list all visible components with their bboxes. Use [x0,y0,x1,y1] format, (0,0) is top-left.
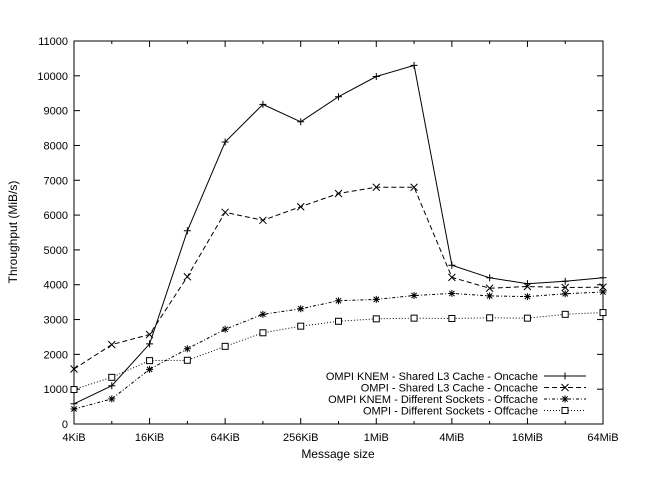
data-point [146,357,154,365]
x-tick-label: 16KiB [135,432,164,444]
data-point [70,386,78,394]
series-layer [70,61,607,413]
data-point [523,314,531,322]
data-point [372,295,380,303]
data-point [221,138,229,146]
y-axis-label: Throughput (MiB/s) [6,181,20,284]
data-point [372,315,380,323]
y-tick-label: 11000 [38,36,68,48]
data-point [599,309,607,317]
data-point [107,340,116,349]
legend-label: OMPI KNEM - Shared L3 Cache - Oncache [326,371,538,383]
data-point [599,274,607,282]
data-point [108,373,116,381]
data-point [561,395,569,403]
data-point [561,372,569,380]
data-point [448,273,456,282]
data-point [335,317,342,325]
y-tick-label: 7000 [44,175,68,187]
data-point [259,216,267,225]
x-axis: 4KiB 16KiB 64KiB 256KiB 1MiB 4MiB 16MiB 64MiB [62,41,619,444]
x-axis-label: Message size [301,447,375,461]
data-point [561,277,569,285]
y-tick-label: 8000 [44,140,68,152]
x-tick-label: 16MiB [512,432,543,444]
data-point [486,314,494,322]
data-point [410,292,418,300]
y-tick-label: 1000 [44,384,68,396]
data-point [410,61,418,69]
y-tick-label: 5000 [44,245,68,257]
y-tick-label: 9000 [44,106,68,118]
data-point [221,325,229,333]
x-tick-label: 256KiB [283,432,318,444]
data-point [108,395,116,403]
y-tick-label: 0 [62,419,68,431]
data-point [410,314,418,322]
data-point [259,329,267,337]
data-point [372,73,380,81]
data-point [335,93,342,101]
x-tick-label: 4KiB [62,432,85,444]
data-point [183,227,191,235]
legend-label: OMPI - Shared L3 Cache - Oncache [361,383,538,395]
series-line [73,64,604,405]
data-point [561,407,569,414]
y-axis: 0 1000 2000 3000 4000 5000 6000 7000 8000 9000 100… [37,36,603,431]
data-point [183,345,191,353]
data-point [259,310,267,318]
data-point [145,330,154,339]
data-point [221,342,229,350]
x-tick-label: 1MiB [364,432,389,444]
data-point [448,261,456,269]
x-tick-label: 4MiB [439,432,464,444]
data-point [146,340,154,348]
series-4 [70,309,607,394]
legend-label: OMPI KNEM - Different Sockets - Offcache [328,394,538,406]
y-tick-label: 2000 [44,349,68,361]
data-point [486,274,494,282]
data-point [523,293,531,301]
data-point [221,208,229,217]
data-point [334,189,343,198]
data-point [410,183,418,192]
data-point [297,305,305,313]
data-point [183,356,191,364]
legend-label: OMPI - Different Sockets - Offcache [363,406,538,418]
y-tick-label: 10000 [37,71,68,83]
data-point [561,310,569,318]
data-point [485,284,494,293]
data-point [448,289,456,297]
data-point [297,118,305,126]
data-point [70,405,78,413]
data-point [523,282,532,291]
series-line [73,312,604,390]
data-point [561,283,570,292]
series-3 [70,288,607,413]
series-line [73,186,604,370]
data-point [108,382,116,390]
data-point [297,322,305,330]
y-tick-label: 4000 [44,280,68,292]
y-tick-label: 6000 [44,210,68,222]
series-1 [70,61,607,408]
y-tick-label: 3000 [44,315,68,327]
data-point [486,292,494,300]
data-point [183,272,192,281]
data-point [448,315,456,323]
data-point [146,365,154,373]
data-point [70,365,78,373]
x-tick-label: 64MiB [587,432,618,444]
data-point [296,202,305,211]
data-point [561,290,569,298]
data-point [372,183,381,192]
data-point [335,297,342,305]
x-tick-label: 64KiB [210,432,239,444]
data-point [561,383,569,392]
legend: OMPI KNEM - Shared L3 Cache - OncacheOMP… [326,371,586,418]
data-point [599,288,607,296]
data-point [259,100,267,108]
